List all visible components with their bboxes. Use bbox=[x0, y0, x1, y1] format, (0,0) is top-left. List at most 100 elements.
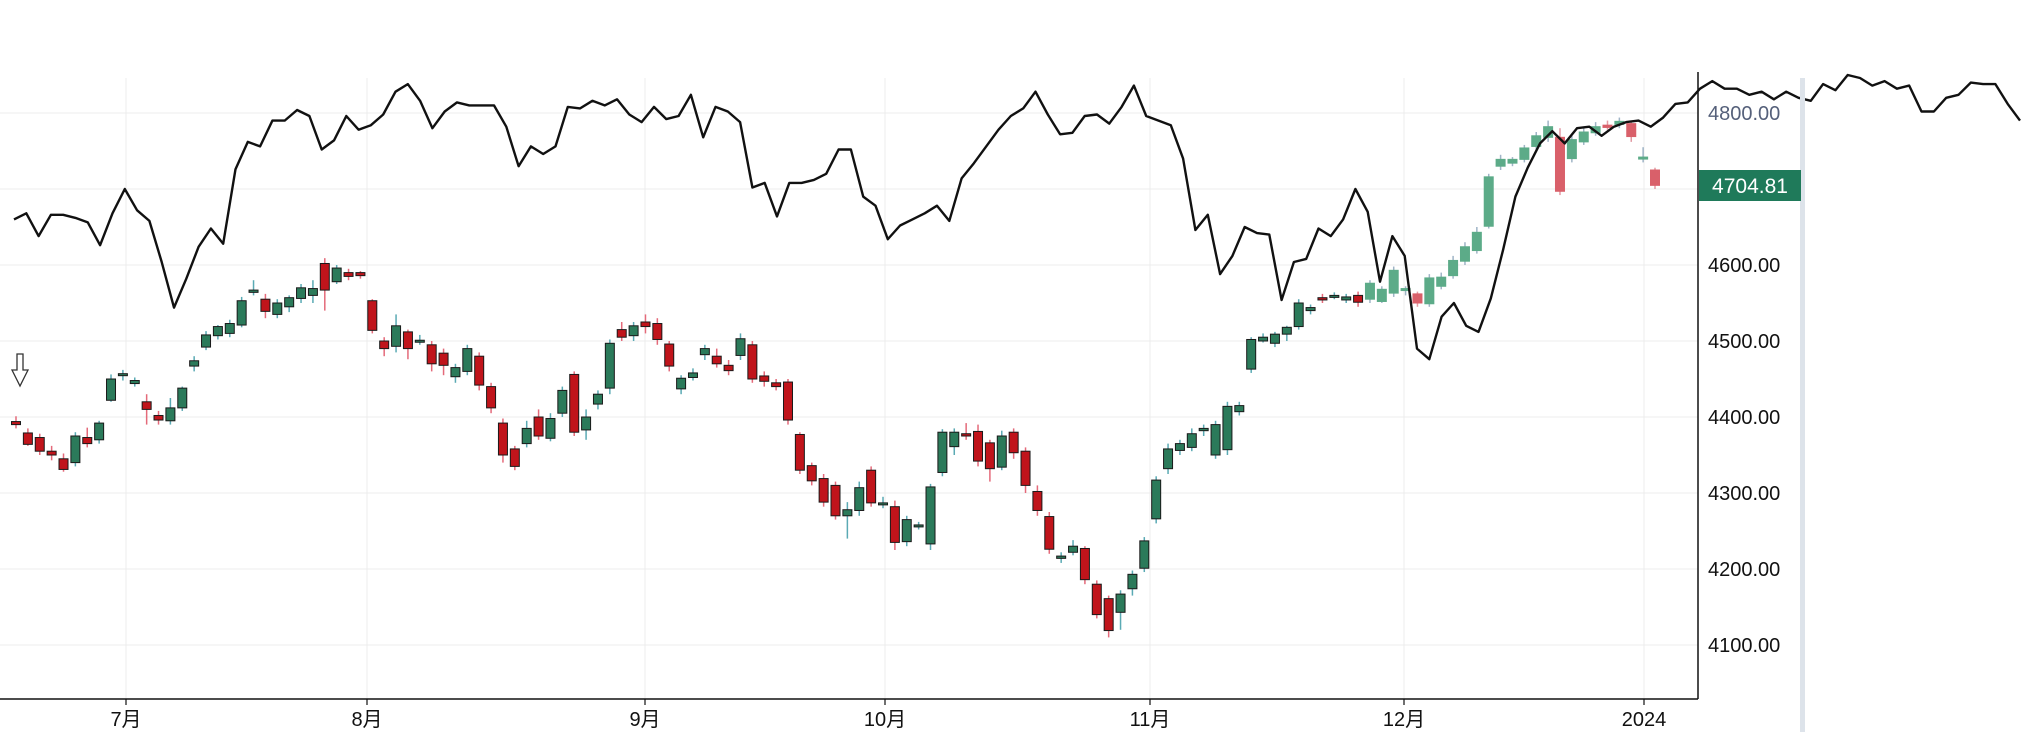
candle-body bbox=[1127, 573, 1138, 590]
price-tag-background bbox=[1699, 170, 1801, 201]
x-tick-label: 9月 bbox=[629, 709, 660, 731]
candle-body bbox=[34, 437, 45, 452]
candle-body bbox=[545, 418, 556, 439]
y-tick-label: 4500.00 bbox=[1708, 331, 1780, 353]
candle-body bbox=[866, 469, 877, 504]
candle-body bbox=[878, 502, 889, 506]
candle-body bbox=[1626, 123, 1637, 138]
arrow-down-outline-icon bbox=[10, 353, 30, 388]
candle-body bbox=[106, 378, 117, 401]
candle-body bbox=[153, 414, 164, 421]
candle-body bbox=[474, 355, 485, 386]
candle-body bbox=[1483, 176, 1494, 227]
current-price-tag: 4704.81 bbox=[1699, 170, 1801, 201]
candle-body bbox=[1079, 547, 1090, 581]
candle-body bbox=[1103, 598, 1114, 632]
candle-body bbox=[521, 427, 532, 445]
candle-body bbox=[284, 297, 295, 308]
candle-body bbox=[414, 339, 425, 343]
candle-body bbox=[296, 287, 307, 299]
candle-body bbox=[818, 478, 829, 503]
y-axis-ticks: 4800.00 4600.00 4500.00 4400.00 4300.00 4200.… bbox=[1708, 103, 1780, 657]
candle-body bbox=[319, 262, 330, 291]
candle-body bbox=[1068, 545, 1079, 553]
candle-body bbox=[1258, 336, 1269, 342]
candle-body bbox=[1198, 427, 1209, 432]
candle-body bbox=[913, 524, 924, 528]
candle-body bbox=[141, 401, 152, 410]
candle-body bbox=[367, 300, 378, 331]
candle-body bbox=[925, 486, 936, 545]
candle-body bbox=[177, 387, 188, 409]
candle-body bbox=[604, 342, 615, 389]
candle-body bbox=[1115, 593, 1126, 613]
candle-body bbox=[201, 334, 212, 348]
candle-body bbox=[1317, 297, 1328, 301]
candle-body bbox=[1364, 282, 1375, 300]
candle-body bbox=[1341, 296, 1352, 301]
candle-body bbox=[1186, 433, 1197, 448]
candle-body bbox=[830, 484, 841, 517]
candle-body bbox=[1424, 277, 1435, 305]
candle-body bbox=[1281, 326, 1292, 335]
candle-body bbox=[569, 373, 580, 433]
candle-body bbox=[1056, 555, 1067, 559]
candle-body bbox=[497, 422, 508, 456]
candle-body bbox=[592, 393, 603, 405]
candle-body bbox=[509, 448, 520, 467]
candle-body bbox=[806, 465, 817, 482]
candle-body bbox=[307, 288, 318, 296]
scrollbar-track[interactable] bbox=[1800, 78, 1805, 732]
candle-body bbox=[782, 381, 793, 421]
candle-body bbox=[854, 487, 865, 511]
candle-body bbox=[533, 416, 544, 437]
candle-body bbox=[937, 431, 948, 473]
candle-body bbox=[1638, 156, 1649, 160]
candle-body bbox=[1008, 431, 1019, 454]
x-tick-label: 12月 bbox=[1383, 709, 1425, 731]
x-axis-ticks: 7月 8月 9月 10月 11月 12月 2024 bbox=[110, 699, 1666, 731]
candle-body bbox=[486, 386, 497, 409]
candle-body bbox=[676, 377, 687, 390]
candle-body bbox=[1602, 124, 1613, 128]
candle-body bbox=[343, 272, 354, 277]
candle-body bbox=[236, 300, 247, 326]
candle-body bbox=[1091, 583, 1102, 616]
candle-body bbox=[438, 352, 449, 366]
candle-body bbox=[652, 323, 663, 340]
candle-body bbox=[1376, 288, 1387, 302]
x-tick-label: 8月 bbox=[351, 709, 382, 731]
candle-body bbox=[640, 321, 651, 328]
y-tick-label: 4200.00 bbox=[1708, 559, 1780, 581]
candle-body bbox=[1650, 169, 1660, 186]
candle-body bbox=[996, 435, 1007, 468]
candle-body bbox=[1163, 448, 1174, 470]
candle-body bbox=[1139, 540, 1150, 569]
candle-body bbox=[1222, 405, 1233, 451]
price-tag-text: 4704.81 bbox=[1712, 175, 1788, 198]
candle-body bbox=[11, 421, 21, 426]
x-tick-label: 11月 bbox=[1130, 709, 1171, 731]
candle-body bbox=[771, 382, 782, 388]
candle-series bbox=[11, 117, 1660, 638]
candle-body bbox=[889, 506, 900, 543]
candle-body bbox=[117, 373, 128, 377]
candle-body bbox=[1495, 158, 1506, 167]
candle-body bbox=[462, 348, 473, 372]
candle-body bbox=[189, 360, 200, 367]
candle-body bbox=[687, 372, 698, 378]
candle-body bbox=[1032, 490, 1043, 511]
candle-body bbox=[581, 416, 592, 431]
candle-body bbox=[664, 343, 675, 367]
x-tick-label: 7月 bbox=[110, 709, 141, 731]
candle-body bbox=[1293, 302, 1304, 328]
candle-body bbox=[22, 432, 33, 445]
y-tick-label: 4100.00 bbox=[1708, 635, 1780, 657]
candle-body bbox=[1566, 139, 1577, 160]
candle-body bbox=[212, 326, 223, 337]
candle-body bbox=[628, 325, 639, 337]
candle-body bbox=[391, 325, 402, 347]
candle-body bbox=[1459, 246, 1470, 262]
candle-body bbox=[1388, 269, 1399, 294]
